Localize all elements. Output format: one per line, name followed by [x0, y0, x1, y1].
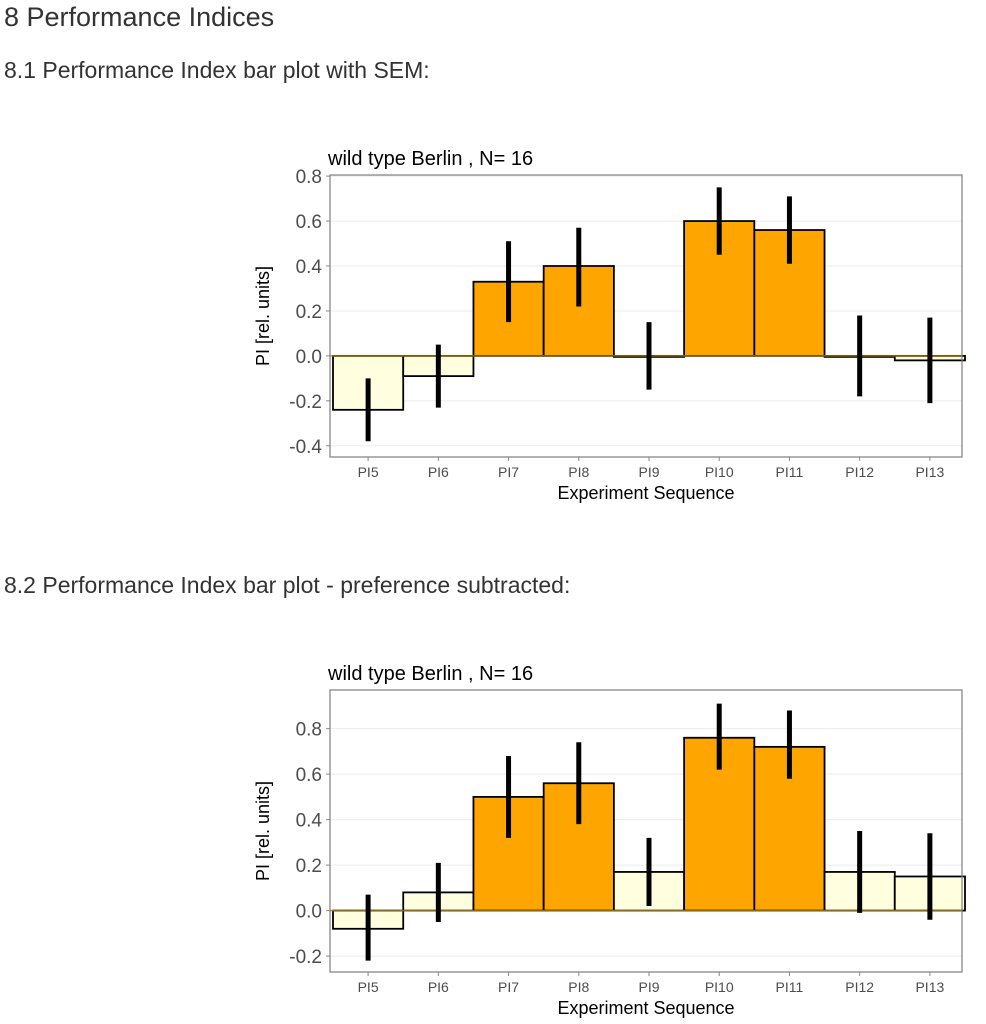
plot-panel — [330, 175, 962, 457]
x-tick-label: PI9 — [638, 464, 659, 480]
y-tick-label: 0.0 — [296, 902, 322, 923]
x-axis-label: Experiment Sequence — [557, 483, 734, 503]
y-tick-label: 0.2 — [296, 856, 322, 877]
x-tick-label: PI5 — [358, 464, 379, 480]
pi-bar-chart-preference-subtracted: wild type Berlin , N= 16 0.8 0.6 0.4 0.2 0.0 -… — [253, 663, 966, 1018]
panel-border — [329, 689, 963, 973]
y-tick-label: 0.2 — [296, 302, 322, 323]
y-tick-label: -0.2 — [289, 947, 322, 968]
section-heading: 8 Performance Indices — [4, 2, 275, 32]
x-tick-label: PI13 — [915, 464, 944, 480]
x-tick-label: PI8 — [568, 464, 589, 480]
plot-panel — [330, 690, 962, 972]
y-tick-label: -0.2 — [289, 392, 322, 413]
panel-border — [329, 174, 963, 458]
y-tick-label: 0.0 — [296, 347, 322, 368]
y-tick-label: 0.8 — [296, 167, 322, 188]
x-tick-label: PI13 — [915, 979, 944, 995]
x-tick-label: PI12 — [845, 464, 874, 480]
y-axis-label: PI [rel. units] — [253, 781, 273, 881]
y-tick-label: 0.6 — [296, 212, 322, 233]
y-tick-label: -0.4 — [289, 437, 322, 458]
y-tick-label: 0.4 — [296, 257, 323, 278]
pi-bar-chart-sem: wild type Berlin , N= 160.8 0.6 0.4 0.2 0.0 -… — [253, 148, 966, 503]
y-tick-label: 0.4 — [296, 811, 323, 832]
x-tick-label: PI6 — [428, 464, 449, 480]
subsection-heading-8-1: 8.1 Performance Index bar plot with SEM: — [4, 57, 430, 83]
chart-title: wild type Berlin , N= 16 — [327, 663, 533, 685]
y-axis-label: PI [rel. units] — [253, 266, 273, 366]
x-tick-label: PI8 — [568, 979, 589, 995]
x-tick-label: PI11 — [776, 464, 804, 480]
subsection-heading-8-2: 8.2 Performance Index bar plot - prefere… — [4, 572, 571, 598]
x-tick-label: PI10 — [705, 464, 734, 480]
x-axis-label: Experiment Sequence — [557, 998, 734, 1018]
y-tick-label: 0.8 — [296, 720, 322, 741]
x-tick-label: PI9 — [638, 979, 659, 995]
y-tick-label: 0.6 — [296, 765, 322, 786]
x-tick-label: PI11 — [776, 979, 804, 995]
x-tick-label: PI12 — [845, 979, 874, 995]
x-tick-label: PI10 — [705, 979, 734, 995]
x-tick-label: PI7 — [498, 464, 519, 480]
x-tick-label: PI7 — [498, 979, 519, 995]
chart-title: wild type Berlin , N= 16 — [327, 148, 533, 170]
x-tick-label: PI5 — [358, 979, 379, 995]
x-tick-label: PI6 — [428, 979, 449, 995]
